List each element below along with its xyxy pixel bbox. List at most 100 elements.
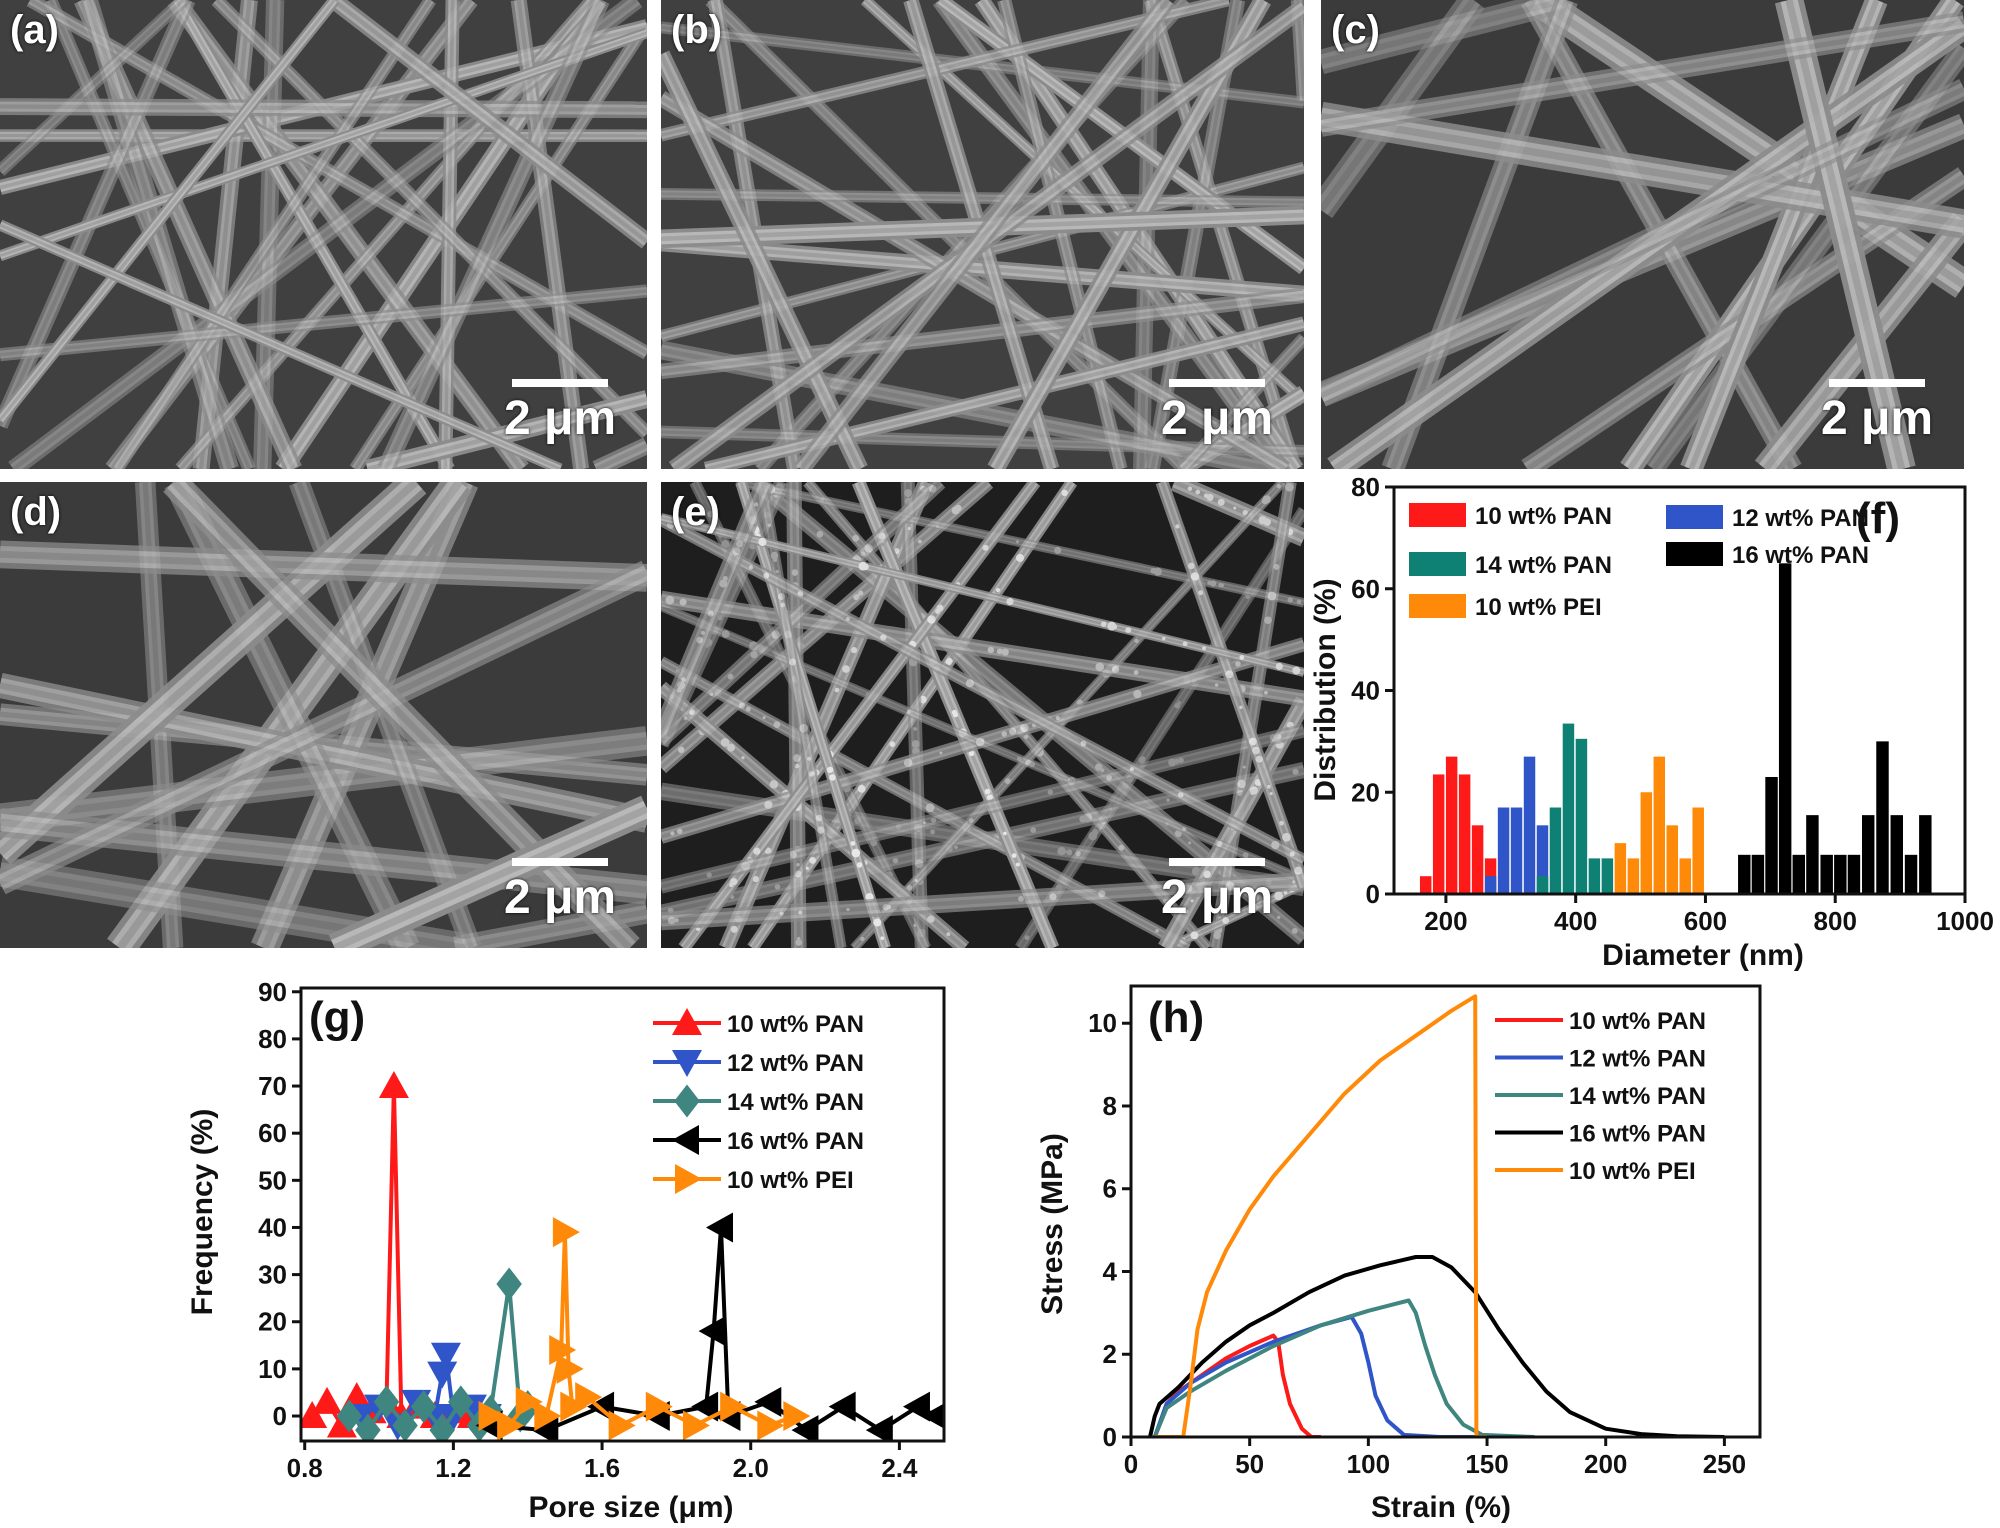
sem-panel-d: (d) 2 μm [0, 482, 647, 948]
y-tick-label: 60 [258, 1118, 287, 1148]
particle [850, 647, 858, 654]
particle [996, 648, 1003, 655]
particle [954, 845, 958, 850]
data-point [429, 1413, 455, 1441]
bar [1497, 807, 1510, 894]
particle [1009, 727, 1017, 736]
plot-area [1419, 563, 1932, 894]
particle [719, 579, 728, 588]
particle [923, 821, 927, 825]
scale-bar [512, 858, 608, 866]
y-tick-label: 0 [1366, 879, 1380, 909]
particle [1203, 870, 1211, 878]
particle [906, 709, 911, 714]
particle [752, 876, 759, 883]
data-point [531, 1415, 559, 1441]
particle [1287, 597, 1293, 603]
fiber [0, 284, 647, 362]
fiber [0, 0, 188, 176]
particle [712, 519, 716, 524]
particle [1100, 621, 1107, 628]
y-tick-label: 8 [1103, 1091, 1117, 1121]
panel-label: (h) [1148, 993, 1204, 1042]
particle [667, 916, 676, 925]
series-line [1152, 1315, 1487, 1437]
fiber [661, 187, 1304, 209]
data-point [336, 1399, 363, 1433]
bar [1765, 776, 1778, 894]
particle [1262, 495, 1271, 504]
fiber [1177, 333, 1304, 469]
legend-marker [674, 1084, 700, 1118]
particle [1175, 524, 1180, 529]
particle [846, 907, 850, 912]
data-point [757, 1410, 785, 1441]
bar [1471, 825, 1484, 894]
particle [1285, 482, 1294, 492]
y-tick-label: 90 [258, 977, 287, 1007]
legend: 10 wt% PAN 12 wt% PAN 14 wt% PAN 16 wt% PAN… [653, 1008, 864, 1194]
particle [1106, 774, 1113, 781]
particle [864, 544, 873, 553]
fiber [0, 560, 647, 895]
fiber [661, 514, 1304, 866]
particle [730, 894, 735, 899]
particle [1016, 756, 1022, 762]
particle [1190, 931, 1199, 940]
particle [730, 925, 738, 933]
legend-label: 16 wt% PAN [1732, 542, 1869, 569]
y-axis-label: Stress (MPa) [1036, 1133, 1069, 1315]
particle [1047, 789, 1054, 795]
particle [1225, 881, 1235, 891]
plot-area [1148, 994, 1725, 1437]
particle [914, 878, 918, 883]
chart-f: 200 400 600 800 1000 0 20 40 60 80 Diameter (nm) Di… [1309, 472, 1994, 972]
particle [1292, 768, 1299, 775]
data-point [378, 1071, 409, 1099]
legend-label: 12 wt% PAN [1732, 505, 1869, 532]
particle [1235, 661, 1241, 667]
fiber [0, 482, 427, 865]
chart-g: 0.8 1.2 1.6 2.0 2.4 0 10 20 30 40 50 60 70 80 90 Pore s… [186, 977, 946, 1524]
particle [1277, 744, 1281, 748]
particle [856, 862, 863, 868]
particle [1182, 826, 1187, 832]
x-tick-label: 0.8 [287, 1453, 323, 1483]
bar [1458, 774, 1471, 894]
panel-label: (a) [10, 8, 59, 52]
data-point [410, 1390, 437, 1424]
particle [1049, 893, 1057, 901]
particle [1155, 929, 1159, 933]
particle [1276, 484, 1281, 489]
particle [930, 829, 936, 835]
bar [1562, 723, 1575, 894]
particle [1174, 702, 1181, 709]
particle [771, 630, 780, 639]
particle [987, 646, 995, 654]
fiber [703, 316, 1304, 469]
particle [1225, 670, 1234, 679]
particle [829, 774, 836, 781]
plot-frame [299, 986, 946, 1443]
legend-label: 10 wt% PEI [727, 1167, 854, 1194]
x-tick-label: 200 [1584, 1449, 1627, 1479]
particle [1023, 734, 1029, 739]
particle [1269, 734, 1278, 742]
particle [850, 841, 856, 846]
data-point [720, 1391, 748, 1422]
particle [1276, 915, 1281, 920]
scale-bar-label: 2 μm [1160, 392, 1274, 445]
particle [907, 526, 911, 531]
particle [817, 826, 825, 834]
particle [842, 665, 850, 673]
bar [1778, 563, 1792, 894]
fiber [1528, 0, 1964, 298]
particle [1094, 763, 1103, 771]
particle [1015, 862, 1020, 867]
fiber [735, 482, 1304, 608]
particle [1177, 792, 1184, 798]
panel-label: (f) [1856, 494, 1900, 543]
bar [1614, 843, 1627, 894]
fiber [0, 0, 340, 424]
panel-label: (d) [10, 490, 62, 534]
